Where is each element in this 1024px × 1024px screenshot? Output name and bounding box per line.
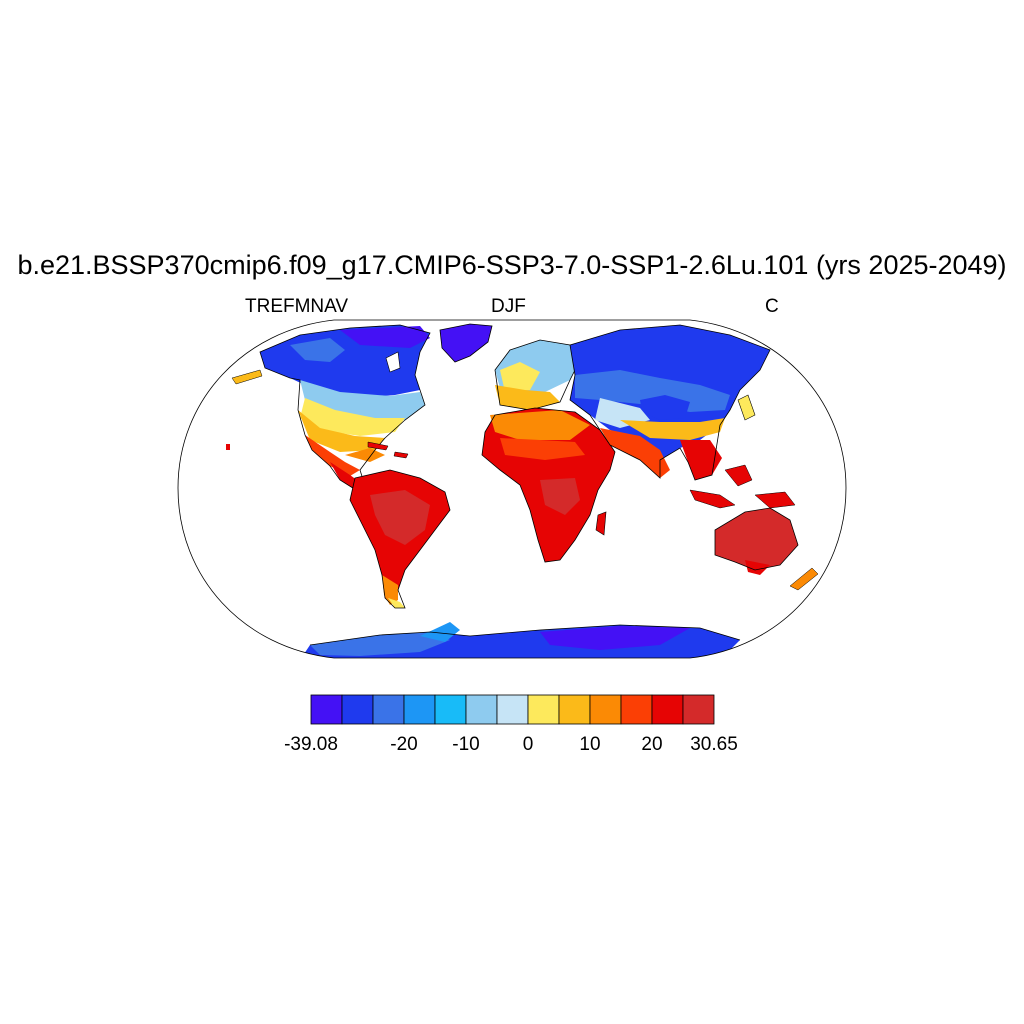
- colorbar-tick-label: -39.08: [284, 734, 338, 755]
- maritime-southeast-asia: [689, 464, 796, 509]
- colorbar-tick-label: 30.65: [690, 734, 738, 755]
- colorbar-tick-label: 20: [641, 734, 662, 755]
- colorbar-tick-label: -20: [390, 734, 417, 755]
- colorbar-box: [558, 694, 591, 725]
- colorbar-box: [682, 694, 715, 725]
- asia: [569, 324, 771, 481]
- colorbar-box: [620, 694, 653, 725]
- colorbar-box: [372, 694, 405, 725]
- colorbar-box: [403, 694, 436, 725]
- variable-label: TREFMNAV: [245, 296, 349, 317]
- caribbean: [226, 441, 409, 459]
- colorbar-tick-label: 10: [579, 734, 600, 755]
- colorbar-box: [527, 694, 560, 725]
- colorbar-tick-label: -10: [452, 734, 479, 755]
- units-label: C: [765, 296, 779, 317]
- map-boundary: [177, 319, 847, 659]
- colorbar-box: [434, 694, 467, 725]
- antarctica: [300, 622, 741, 658]
- plot-title: b.e21.BSSP370cmip6.f09_g17.CMIP6-SSP3-7.…: [17, 250, 1007, 280]
- season-label: DJF: [491, 296, 526, 317]
- north-america: [231, 324, 431, 491]
- colorbar-box: [310, 694, 343, 725]
- australia: [714, 507, 819, 591]
- colorbar-box: [651, 694, 684, 725]
- colorbar-tick-label: 0: [523, 734, 534, 755]
- africa: [481, 407, 616, 563]
- land-temperature-fields: [226, 323, 819, 658]
- greenland: [439, 323, 493, 363]
- colorbar-box: [496, 694, 529, 725]
- europe: [494, 339, 581, 411]
- south-america: [349, 469, 451, 609]
- colorbar-box: [589, 694, 622, 725]
- colorbar-box: [341, 694, 374, 725]
- colorbar-box: [465, 694, 498, 725]
